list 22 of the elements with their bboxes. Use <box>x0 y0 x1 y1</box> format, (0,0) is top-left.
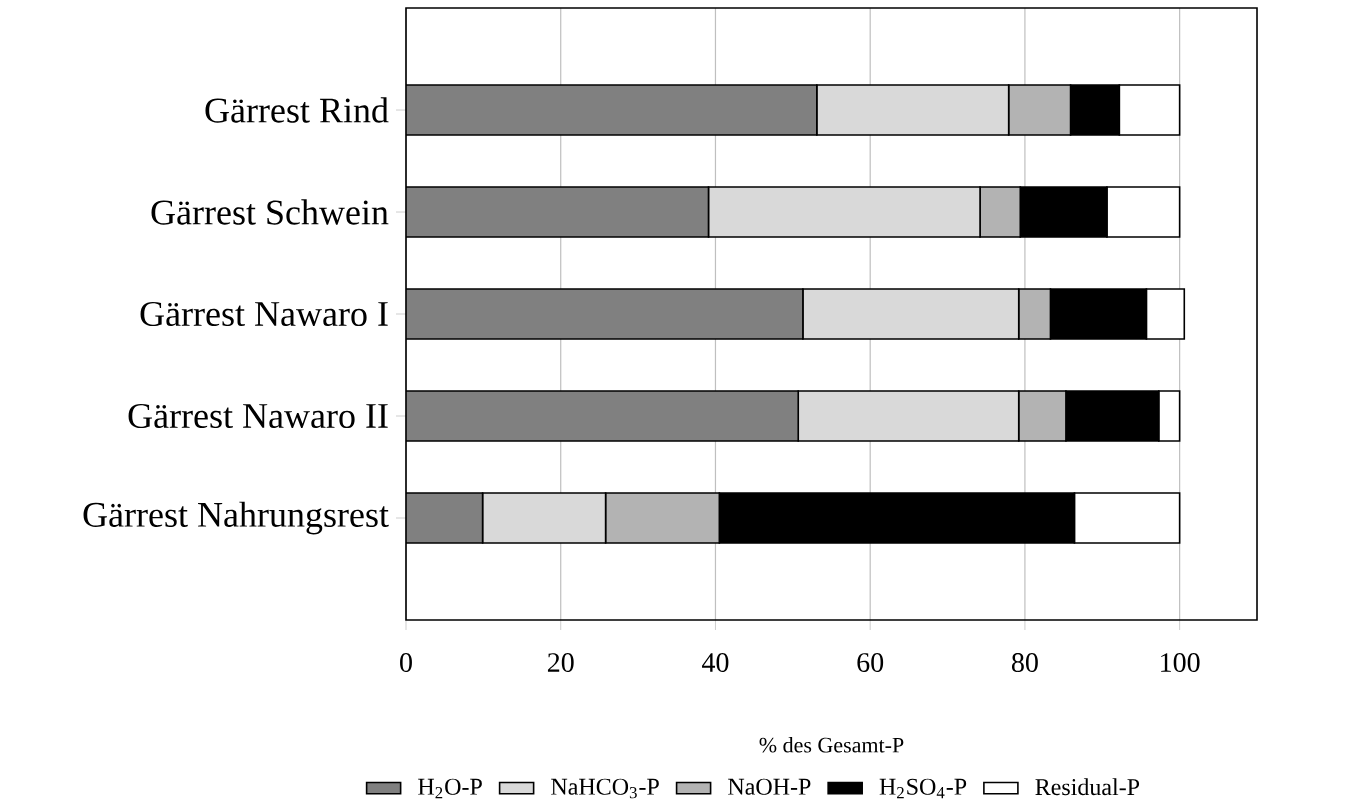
y-tick-label: Gärrest Schwein <box>151 199 389 225</box>
legend-label: NaHCO$_{3}$-P <box>551 778 659 799</box>
legend-label: Residual-P <box>1035 778 1140 796</box>
bar <box>406 186 710 238</box>
x-tick-label: 20 <box>547 653 574 672</box>
x-tick-label: 40 <box>702 653 729 672</box>
y-tick-label: Gärrest Rind <box>205 97 389 123</box>
bar <box>406 84 818 136</box>
x-tick-label: 60 <box>857 653 884 672</box>
legend-label: H$_{2}$SO$_{4}$-P <box>879 778 967 799</box>
y-tick-label: Gärrest Nahrungsrest <box>83 501 389 535</box>
x-tick-label: 0 <box>400 653 412 672</box>
y-tick-label: Gärrest Nawaro II <box>128 403 388 429</box>
bar <box>406 492 484 544</box>
legend-label: NaOH-P <box>728 778 811 795</box>
y-tick-label: Gärrest Nawaro I <box>140 301 388 327</box>
bar <box>406 390 800 442</box>
x-tick-label: 80 <box>1011 653 1038 672</box>
bar <box>406 288 804 340</box>
x-axis-title: % des Gesamt-P <box>759 737 904 753</box>
legend-label: H$_{2}$O-P <box>418 778 482 799</box>
x-tick-label: 100 <box>1161 653 1200 672</box>
